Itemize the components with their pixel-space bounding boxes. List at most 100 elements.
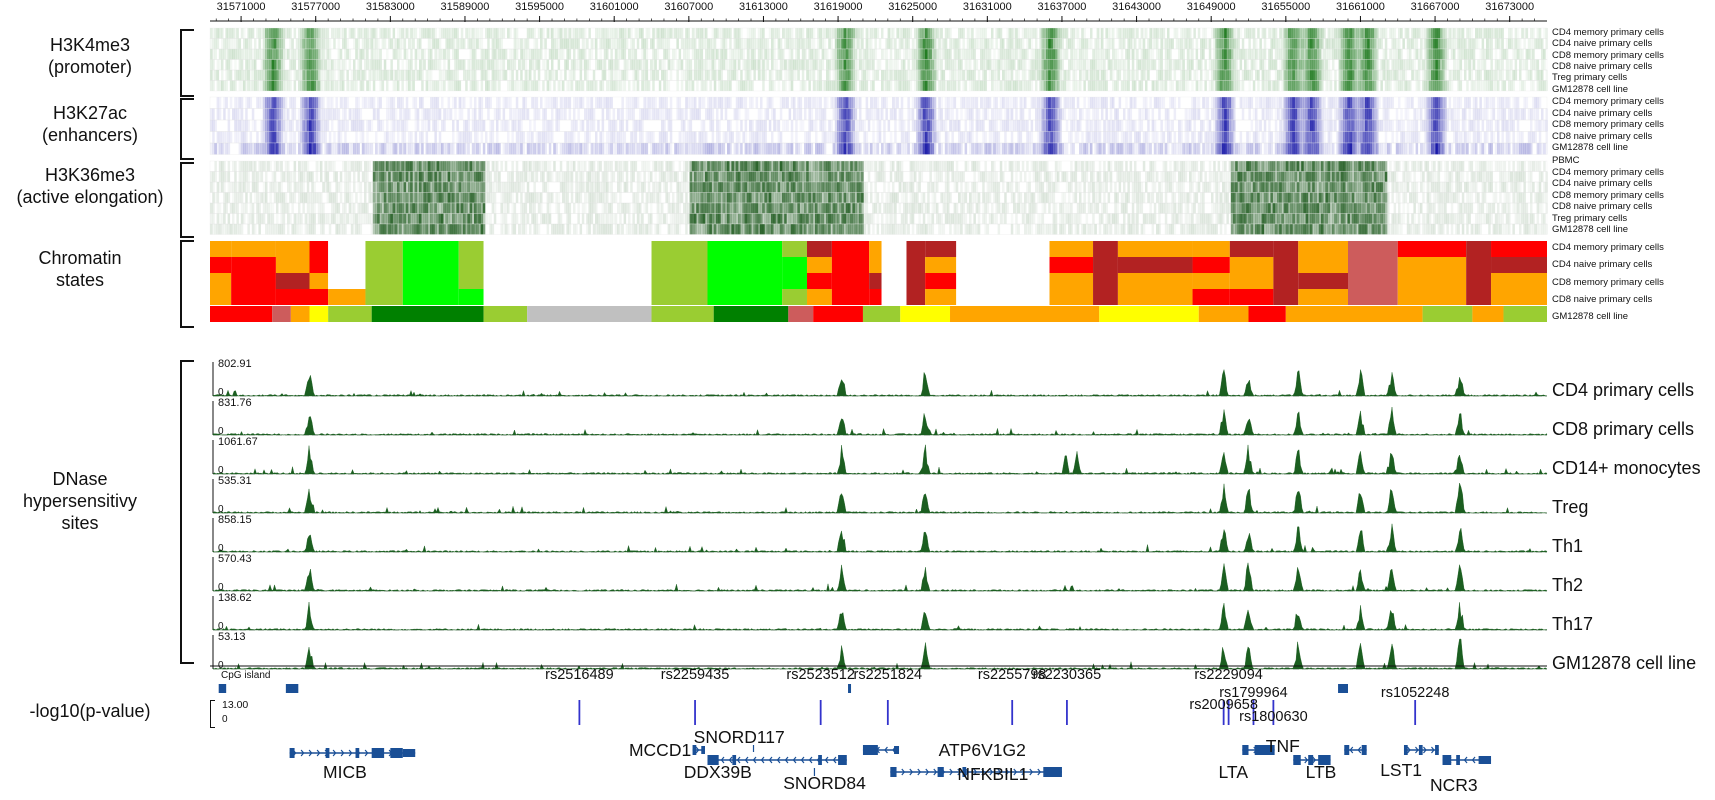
gene-atp6v1g2 bbox=[862, 745, 900, 755]
snp-label: rs1800630 bbox=[1239, 709, 1308, 725]
gene-mccd1 bbox=[692, 745, 706, 755]
h3k4me3-track-name: GM12878 cell line bbox=[1552, 83, 1629, 95]
gene-label: LTB bbox=[1305, 762, 1337, 782]
bracket-chromatin bbox=[180, 240, 194, 328]
h3k36me3-track bbox=[209, 160, 1548, 172]
h3k4me3-track bbox=[209, 80, 1548, 92]
snp-label: rs2516489 bbox=[545, 667, 614, 683]
h3k36me3-track bbox=[209, 213, 1548, 225]
h3k4me3-track bbox=[209, 69, 1548, 81]
h3k36me3-track bbox=[209, 192, 1548, 204]
h3k36me3-track-name: PBMC bbox=[1552, 155, 1580, 166]
dnase-scale-max: 535.31 bbox=[218, 475, 252, 487]
gene-micb bbox=[289, 748, 416, 758]
snp-label: rs2229094 bbox=[1194, 667, 1263, 683]
dnase-track-name: Th1 bbox=[1552, 536, 1584, 556]
h3k36me3-track bbox=[209, 171, 1548, 183]
dnase-signal bbox=[212, 369, 1548, 397]
section-label-chromatin: Chromatin states bbox=[38, 248, 122, 290]
section-label-dnase: DNase hypersensitivy sites bbox=[22, 469, 138, 533]
h3k36me3-track-name: CD4 memory primary cells bbox=[1552, 166, 1664, 178]
gene-label: MCCD1 bbox=[628, 740, 692, 760]
dnase-scale-zero: 0 bbox=[218, 621, 224, 632]
h3k36me3-track-name: GM12878 cell line bbox=[1552, 224, 1629, 235]
gene-ncr3 bbox=[1442, 755, 1492, 765]
dnase-track-name: CD14+ monocytes bbox=[1552, 458, 1701, 478]
cpg-island bbox=[1338, 684, 1349, 693]
h3k27ac-track-name: CD8 naive primary cells bbox=[1552, 130, 1653, 142]
dnase-scale-zero: 0 bbox=[218, 543, 224, 554]
dnase-signal bbox=[212, 406, 1548, 436]
snp-label: rs1052248 bbox=[1380, 685, 1450, 701]
gene-label: SNORD117 bbox=[693, 726, 785, 747]
dnase-scale-zero: 0 bbox=[218, 465, 224, 476]
ruler-tick-label: 31661000 bbox=[1335, 1, 1385, 13]
bracket-h3k27ac bbox=[180, 98, 194, 160]
bracket-h3k36me3 bbox=[180, 162, 194, 238]
gene-label: SNORD84 bbox=[783, 773, 866, 793]
dnase-scale-zero: 0 bbox=[218, 504, 224, 515]
pvalue-scale-max: 13.00 bbox=[222, 699, 249, 711]
gene-nfkbil1 bbox=[890, 767, 1062, 777]
chromatin-track-name: CD8 naive primary cells bbox=[1552, 293, 1653, 305]
bracket-dnase bbox=[180, 360, 194, 664]
ruler-tick-label: 31673000 bbox=[1485, 1, 1535, 13]
chromatin-states-track bbox=[210, 241, 1547, 322]
dnase-signal bbox=[212, 523, 1548, 553]
gene-label: DDX39B bbox=[683, 762, 752, 782]
h3k4me3-track-name: CD4 memory primary cells bbox=[1552, 27, 1664, 38]
h3k36me3-track bbox=[209, 223, 1548, 235]
dnase-signal bbox=[212, 601, 1548, 631]
cpg-island bbox=[218, 684, 227, 693]
dnase-scale-zero: 0 bbox=[218, 426, 224, 437]
h3k4me3-track-name: Treg primary cells bbox=[1552, 72, 1628, 84]
h3k4me3-track bbox=[209, 27, 1548, 39]
h3k36me3-track-name: CD8 naive primary cells bbox=[1552, 201, 1653, 212]
dnase-scale-max: 1061.67 bbox=[218, 436, 258, 448]
dnase-track-name: Th2 bbox=[1552, 575, 1584, 595]
dnase-signal bbox=[212, 482, 1547, 514]
snp-label: rs2255798 bbox=[977, 667, 1047, 683]
h3k36me3-track-name: CD4 naive primary cells bbox=[1552, 178, 1653, 189]
dnase-scale-max: 138.62 bbox=[218, 592, 252, 604]
ruler-tick-label: 31667000 bbox=[1410, 1, 1460, 13]
ruler-tick-label: 31637000 bbox=[1037, 1, 1087, 13]
dnase-signal bbox=[212, 444, 1548, 475]
h3k4me3-track bbox=[209, 48, 1548, 60]
gene-label: MICB bbox=[323, 762, 367, 782]
ruler-tick-label: 31613000 bbox=[738, 1, 788, 13]
pvalue-scale-zero: 0 bbox=[222, 714, 228, 725]
h3k27ac-track bbox=[209, 108, 1548, 121]
h3k27ac-track-name: GM12878 cell line bbox=[1552, 142, 1629, 153]
cpg-island bbox=[285, 684, 299, 693]
h3k4me3-track-name: CD4 naive primary cells bbox=[1552, 38, 1653, 50]
snp-label: rs1799964 bbox=[1219, 685, 1288, 701]
h3k27ac-track-name: CD4 memory primary cells bbox=[1552, 96, 1664, 107]
dnase-signal bbox=[212, 562, 1548, 592]
h3k27ac-track bbox=[209, 96, 1548, 109]
section-label-h3k27ac: H3K27ac (enhancers) bbox=[41, 103, 139, 145]
snp-label: rs2523512 bbox=[786, 667, 855, 683]
gene-lst1 bbox=[1403, 745, 1439, 755]
gene-label: TNF bbox=[1265, 735, 1300, 756]
gene-label: LST1 bbox=[1380, 759, 1423, 780]
cpg-island-label: CpG island bbox=[221, 670, 271, 681]
h3k36me3-track bbox=[209, 202, 1548, 214]
chromatin-track-name: CD4 naive primary cells bbox=[1552, 259, 1653, 271]
h3k27ac-track bbox=[209, 142, 1548, 155]
ruler-tick-label: 31601000 bbox=[589, 1, 639, 13]
ruler-tick-label: 31619000 bbox=[813, 1, 863, 13]
h3k36me3-track-name: CD8 memory primary cells bbox=[1552, 189, 1664, 201]
dnase-scale-zero: 0 bbox=[218, 387, 224, 398]
gene-label: ATP6V1G2 bbox=[938, 740, 1026, 760]
dnase-scale-max: 858.15 bbox=[218, 514, 252, 526]
bracket-h3k4me3 bbox=[180, 29, 194, 97]
dnase-track-name: CD8 primary cells bbox=[1552, 419, 1695, 439]
h3k36me3-track-name: Treg primary cells bbox=[1552, 212, 1628, 224]
dnase-scale-max: 831.76 bbox=[218, 397, 252, 409]
ruler-tick-label: 31583000 bbox=[365, 1, 415, 13]
h3k27ac-track bbox=[209, 131, 1548, 144]
dnase-scale-max: 570.43 bbox=[218, 553, 252, 565]
